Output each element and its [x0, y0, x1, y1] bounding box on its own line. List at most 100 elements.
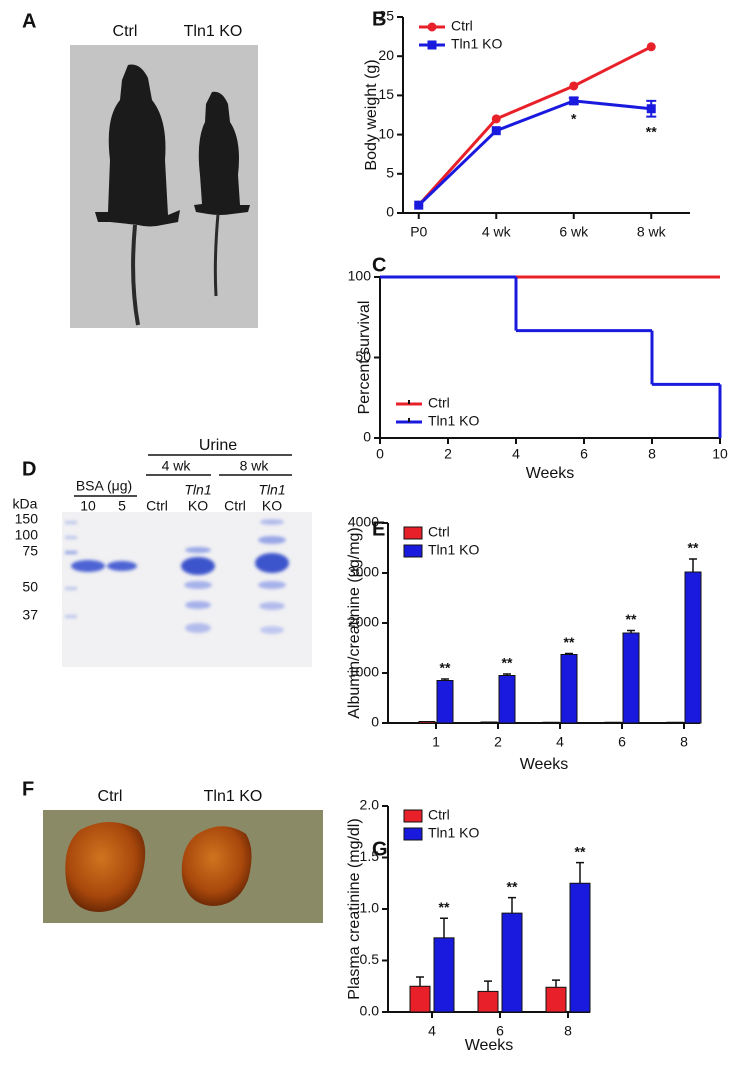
y-tick-label: 0.0: [360, 1003, 380, 1019]
x-tick-label: P0: [410, 224, 427, 240]
band: [107, 561, 137, 571]
error-bar: [689, 558, 697, 572]
marker-size: 75: [22, 543, 38, 559]
bar: [684, 571, 702, 724]
x-axis-label: Weeks: [526, 465, 575, 482]
legend-label: Tln1 KO: [451, 36, 502, 52]
band: [258, 536, 286, 544]
lane-label: Ctrl: [146, 498, 168, 514]
photo-label: Tln1 KO: [184, 23, 243, 40]
y-axis-label: Plasma creatinine (mg/dl): [346, 818, 363, 999]
significance: **: [688, 540, 699, 556]
band: [185, 601, 211, 609]
legend-swatch: [403, 526, 423, 540]
x-axis-label: Weeks: [465, 1037, 514, 1054]
panel-label: F: [22, 778, 34, 800]
error-bar: [416, 976, 424, 987]
band: [255, 553, 289, 573]
x-axis-label: Weeks: [520, 756, 569, 773]
ladder-band: [65, 521, 77, 524]
kidney-photo: [43, 810, 323, 923]
bar: [569, 882, 591, 1013]
y-tick-label: 10: [378, 125, 394, 141]
bar: [436, 680, 454, 724]
tail: [131, 224, 140, 326]
band: [185, 547, 211, 553]
mouse-photo: [70, 45, 258, 328]
y-tick-label: 1000: [348, 664, 379, 680]
band: [185, 623, 211, 633]
panel-label: C: [372, 254, 386, 276]
bar: [409, 985, 431, 1013]
y-tick-label: 3000: [348, 564, 379, 580]
y-axis-label: Albumin/creatinine (μg/mg): [346, 527, 363, 719]
y-axis-label: Percent survival: [356, 301, 373, 415]
gel-background: [62, 512, 312, 667]
x-tick-label: 8: [648, 446, 656, 462]
significance: **: [564, 634, 575, 650]
bar: [501, 912, 523, 1013]
lane-label: 10: [80, 498, 96, 514]
marker-size: 100: [15, 527, 39, 543]
y-tick-label: 5: [386, 165, 394, 181]
x-tick-label: 4: [556, 734, 564, 750]
x-tick-label: 4: [512, 446, 520, 462]
bar: [498, 675, 516, 724]
y-tick-label: 25: [378, 8, 394, 24]
marker: [569, 81, 579, 91]
x-tick-label: 6: [618, 734, 626, 750]
marker: [414, 200, 424, 210]
x-tick-label: 8: [564, 1023, 572, 1039]
legend-swatch: [403, 809, 423, 823]
band: [259, 602, 285, 610]
x-tick-label: 8: [680, 734, 688, 750]
band: [184, 581, 212, 589]
marker-size: 37: [22, 607, 38, 623]
bar: [604, 721, 622, 724]
bar: [477, 990, 499, 1013]
y-axis-label: Body weight (g): [363, 59, 380, 170]
bar: [480, 721, 498, 724]
y-tick-label: 50: [355, 348, 371, 364]
y-tick-label: 4000: [348, 514, 379, 530]
marker-size: 150: [15, 511, 39, 527]
y-tick-label: 1.5: [360, 848, 380, 864]
panel-label: G: [372, 838, 388, 860]
legend-swatch: [403, 544, 423, 558]
mouse-ko: [194, 91, 250, 215]
lane-label: KO: [188, 498, 208, 514]
legend-marker: [427, 40, 437, 50]
tail: [213, 213, 220, 297]
bar: [560, 654, 578, 724]
panel-label: D: [22, 458, 36, 480]
significance: **: [575, 843, 586, 859]
error-bar: [576, 861, 584, 884]
y-tick-label: 0: [363, 429, 371, 445]
ladder-band: [65, 587, 77, 590]
legend-marker: [427, 22, 437, 32]
x-tick-label: 6: [580, 446, 588, 462]
band: [258, 581, 286, 589]
panel-label: B: [372, 8, 386, 30]
marker: [491, 126, 501, 136]
gel-panel: Urine 4 wk 8 wk BSA (μg) kDa: [13, 437, 312, 667]
x-tick-label: 6 wk: [559, 224, 589, 240]
x-tick-label: 4 wk: [482, 224, 512, 240]
kidney-ko: [181, 826, 252, 906]
mouse-ctrl: [95, 64, 180, 227]
marker: [646, 104, 656, 114]
marker-unit: kDa: [13, 496, 38, 512]
kidney-ctrl: [65, 822, 146, 912]
gel-timepoint: 8 wk: [240, 458, 270, 474]
legend-swatch: [403, 827, 423, 841]
photo-label: Ctrl: [98, 788, 123, 805]
gel-standard-label: BSA (μg): [76, 478, 132, 494]
error-bar: [440, 917, 448, 938]
lane-label: Tln1: [258, 482, 285, 498]
bar: [542, 721, 560, 724]
bar: [622, 632, 640, 724]
legend-label: Ctrl: [428, 807, 450, 823]
significance: **: [440, 660, 451, 676]
y-tick-label: 1.0: [360, 900, 380, 916]
